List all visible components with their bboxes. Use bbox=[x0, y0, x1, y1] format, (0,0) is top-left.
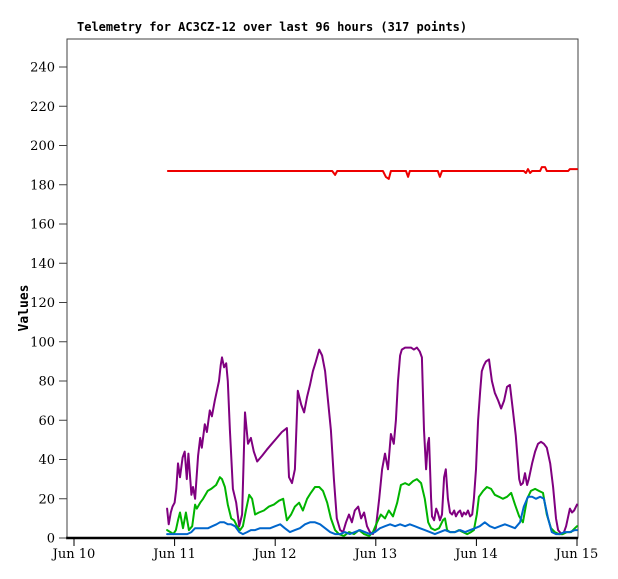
series-red-constant bbox=[166, 166, 578, 180]
y-tick-label: 160 bbox=[30, 218, 55, 233]
series-green bbox=[166, 476, 578, 537]
data-series bbox=[166, 166, 578, 537]
x-tick-label: Jun 13 bbox=[352, 547, 397, 562]
x-axis-ticks: Jun 10 Jun 11 Jun 12 Jun 13 Jun 14 Jun 15 bbox=[51, 538, 599, 562]
x-tick-label: Jun 12 bbox=[252, 547, 297, 562]
y-tick-label: 80 bbox=[38, 375, 55, 390]
chart-title: Telemetry for AC3CZ-12 over last 96 hour… bbox=[77, 20, 467, 34]
y-axis-ticks: 0 20 40 60 80 100 120 140 160 180 200 220 240 bbox=[30, 61, 67, 547]
plot-border bbox=[66, 38, 579, 539]
x-tick-label: Jun 14 bbox=[453, 547, 498, 562]
y-axis-label: Values bbox=[17, 285, 32, 332]
y-tick-label: 180 bbox=[30, 178, 55, 193]
series-purple bbox=[166, 346, 578, 536]
series-blue bbox=[166, 495, 578, 536]
x-tick-label: Jun 15 bbox=[554, 547, 599, 562]
y-tick-label: 0 bbox=[47, 532, 55, 547]
y-tick-label: 220 bbox=[30, 100, 55, 115]
x-tick-label: Jun 11 bbox=[151, 547, 196, 562]
y-tick-label: 60 bbox=[38, 414, 55, 429]
y-tick-label: 20 bbox=[38, 492, 55, 507]
x-tick-label: Jun 10 bbox=[51, 547, 96, 562]
y-tick-label: 140 bbox=[30, 257, 55, 272]
y-tick-label: 240 bbox=[30, 61, 55, 76]
y-tick-label: 120 bbox=[30, 296, 55, 311]
y-tick-label: 40 bbox=[38, 453, 55, 468]
y-tick-label: 100 bbox=[30, 335, 55, 350]
y-tick-label: 200 bbox=[30, 139, 55, 154]
